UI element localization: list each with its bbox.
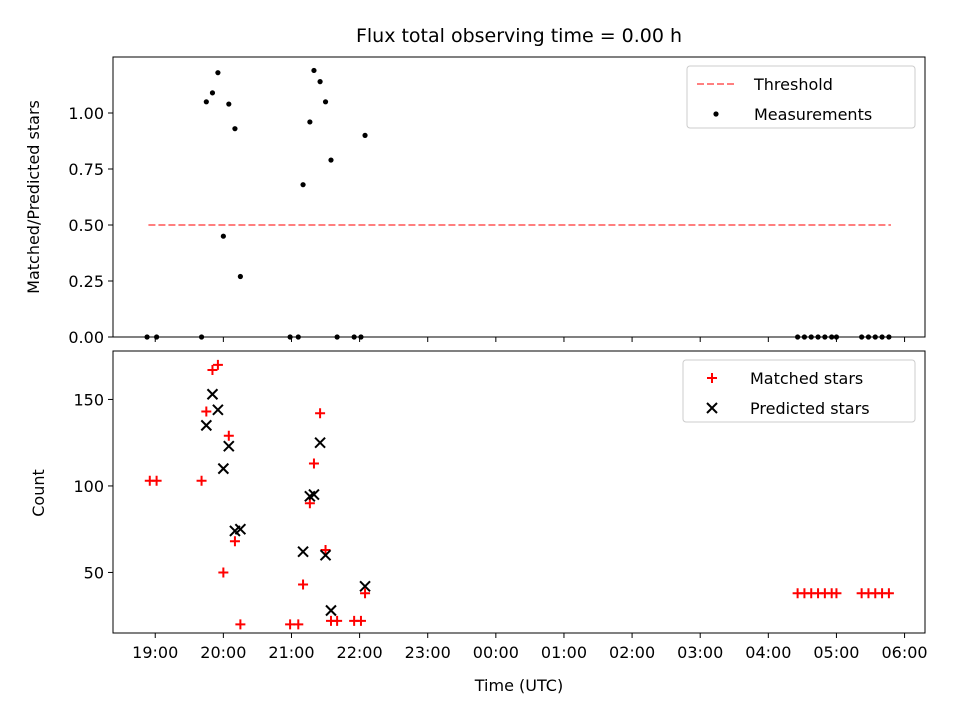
predicted-star-point xyxy=(223,440,235,452)
matched-star-point xyxy=(223,430,234,441)
predicted-star-point xyxy=(359,580,371,592)
matched-star-point xyxy=(332,615,343,626)
predicted-star-point xyxy=(217,462,230,475)
legend-label: Matched stars xyxy=(750,369,863,388)
predicted-star-point xyxy=(206,388,219,400)
matched-star-point xyxy=(207,365,218,376)
y-tick-label: 0.75 xyxy=(68,160,104,179)
measurement-point xyxy=(226,101,232,107)
measurement-point xyxy=(328,157,334,163)
legend: Threshold Measurements xyxy=(686,65,916,129)
x-axis-label: Time (UTC) xyxy=(474,676,563,695)
matched-star-point xyxy=(196,475,207,486)
y-tick-label: 0.50 xyxy=(68,216,104,235)
y-tick-label: 1.00 xyxy=(68,104,104,123)
matched-star-point xyxy=(831,588,842,599)
matched-star-point xyxy=(308,458,319,469)
x-tick-label: 19:00 xyxy=(132,643,178,662)
measurement-point xyxy=(300,182,306,188)
x-tick-label: 01:00 xyxy=(541,643,587,662)
matched-star-point xyxy=(883,588,894,599)
legend-predicted-swatch xyxy=(706,402,718,414)
legend-matched-swatch xyxy=(707,373,717,383)
matched-star-point xyxy=(360,588,371,599)
measurement-point xyxy=(203,99,209,105)
y-tick-label: 150 xyxy=(73,390,104,409)
axes-frame xyxy=(112,56,926,338)
x-tick-label: 22:00 xyxy=(337,643,383,662)
legend-label: Predicted stars xyxy=(750,399,870,418)
y-tick-label: 50 xyxy=(84,563,104,582)
y-tick-label: 0.25 xyxy=(68,272,104,291)
measurement-point xyxy=(322,99,329,105)
measurement-point xyxy=(307,119,313,125)
bottom-panel: 19:00 20:00 21:00 22:00 23:00 00:00 01:00 02:00… xyxy=(73,350,928,662)
x-tick-label: 02:00 xyxy=(609,643,655,662)
measurement-point xyxy=(232,126,238,132)
measurement-point xyxy=(317,79,323,85)
x-tick-label: 23:00 xyxy=(405,643,451,662)
x-tick-label: 05:00 xyxy=(813,643,859,662)
top-y-axis-label: Matched/Predicted stars xyxy=(24,100,43,294)
x-tick-label: 00:00 xyxy=(473,643,519,662)
matched-star-point xyxy=(355,615,366,626)
matched-star-point xyxy=(201,406,212,417)
x-tick-label: 21:00 xyxy=(268,643,314,662)
matched-star-point xyxy=(218,567,229,578)
predicted-star-point xyxy=(234,523,247,535)
predicted-star-point xyxy=(297,545,309,558)
matched-star-point xyxy=(315,408,326,419)
y-tick-label: 0.00 xyxy=(68,328,104,347)
legend-label: Measurements xyxy=(754,105,872,124)
measurement-point xyxy=(362,132,368,138)
predicted-star-point xyxy=(325,604,337,617)
chart-title: Flux total observing time = 0.00 h xyxy=(356,25,682,47)
legend: Matched stars Predicted stars xyxy=(682,359,916,423)
predicted-star-point xyxy=(319,549,332,561)
measurement-point xyxy=(237,273,243,280)
measurement-point xyxy=(220,233,226,239)
matched-star-point xyxy=(229,536,240,547)
predicted-star-point xyxy=(212,404,224,416)
matched-star-point xyxy=(212,359,223,370)
predicted-star-point xyxy=(200,419,213,432)
axes-frame xyxy=(112,350,926,634)
bottom-y-axis-label: Count xyxy=(29,469,48,517)
x-tick-label: 06:00 xyxy=(882,643,928,662)
measurement-point xyxy=(209,90,216,96)
measurement-point xyxy=(215,70,221,76)
matched-star-point xyxy=(151,475,162,486)
legend-label: Threshold xyxy=(753,75,833,94)
x-tick-label: 04:00 xyxy=(745,643,791,662)
x-tick-label: 20:00 xyxy=(200,643,246,662)
matched-star-point xyxy=(235,619,246,630)
matched-star-point xyxy=(298,579,309,590)
predicted-star-point xyxy=(314,436,326,449)
x-tick-label: 03:00 xyxy=(677,643,723,662)
legend-measurements-swatch xyxy=(713,111,719,117)
y-tick-label: 100 xyxy=(73,477,104,496)
matched-star-point xyxy=(320,544,331,555)
top-panel: 0.00 0.25 0.50 0.75 1.00 Threshold Measurement… xyxy=(68,56,926,347)
matched-star-point xyxy=(293,619,304,630)
measurement-point xyxy=(311,67,317,74)
predicted-star-point xyxy=(308,488,320,501)
